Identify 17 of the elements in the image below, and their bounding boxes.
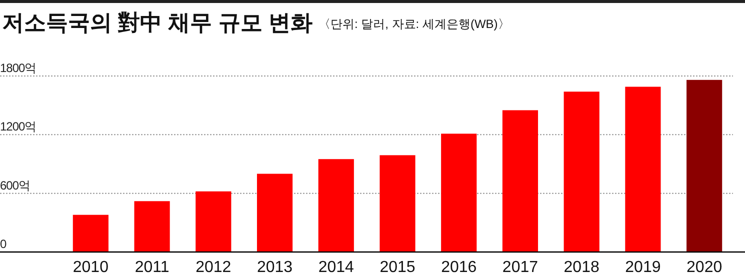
y-tick-label: 1200억 [0,120,36,134]
x-tick-label: 2010 [72,259,109,274]
x-tick-label: 2015 [380,259,416,274]
x-tick-label: 2019 [625,259,661,274]
chart-subtitle: 〈단위: 달러, 자료: 세계은행(WB)〉 [318,17,510,31]
x-tick-label: 2012 [196,259,232,274]
y-tick-label: 1800억 [0,61,36,75]
x-tick-label: 2017 [502,259,538,274]
x-tick-label: 2013 [256,259,293,274]
y-tick-label: 600억 [0,178,30,192]
x-tick-label: 2014 [318,259,354,274]
y-tick-label: 0 [0,237,7,251]
x-tick-label: 2011 [134,259,170,274]
x-tick-label: 2020 [686,259,722,274]
x-tick-label: 2016 [441,259,477,274]
x-tick-label: 2018 [564,259,600,274]
chart-title: 저소득국의 對中 채무 규모 변화 [2,10,312,35]
